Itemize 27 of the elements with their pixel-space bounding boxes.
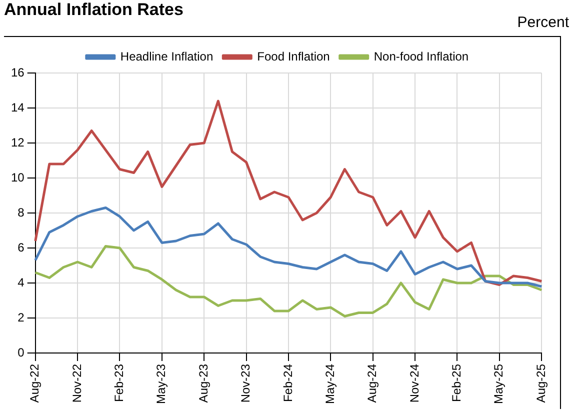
x-tick-label: Aug-22	[28, 364, 42, 403]
x-tick-label: Feb-24	[280, 364, 295, 402]
y-tick-label: 8	[18, 205, 25, 220]
x-tick-label: Feb-23	[112, 364, 126, 402]
x-tick-label: Aug-25	[534, 364, 548, 403]
legend-label: Food Inflation	[257, 49, 330, 64]
legend-label: Headline Inflation	[120, 49, 214, 64]
y-tick-label: 12	[10, 135, 25, 150]
y-axis-title: Percent	[517, 14, 569, 31]
x-tick-label: Feb-25	[450, 364, 464, 402]
x-tick-label: Nov-22	[70, 364, 84, 403]
x-tick-label: May-24	[322, 364, 337, 404]
x-tick-label: Aug-23	[196, 364, 210, 403]
y-tick-label: 2	[18, 310, 25, 324]
y-tick-label: 14	[10, 100, 25, 114]
y-tick-label: 4	[18, 275, 25, 290]
y-tick-label: 16	[10, 65, 25, 80]
y-tick-label: 6	[18, 240, 25, 254]
x-tick-label: May-25	[492, 364, 506, 404]
x-tick-label: May-23	[154, 364, 168, 404]
legend-label: Non-food Inflation	[374, 49, 469, 64]
y-tick-label: 0	[18, 345, 25, 360]
y-tick-label: 10	[10, 170, 25, 184]
x-tick-label: Aug-24	[365, 364, 380, 403]
chart-title: Annual Inflation Rates	[4, 0, 184, 20]
x-tick-label: Nov-23	[238, 364, 253, 403]
x-tick-label: Nov-24	[407, 364, 422, 403]
